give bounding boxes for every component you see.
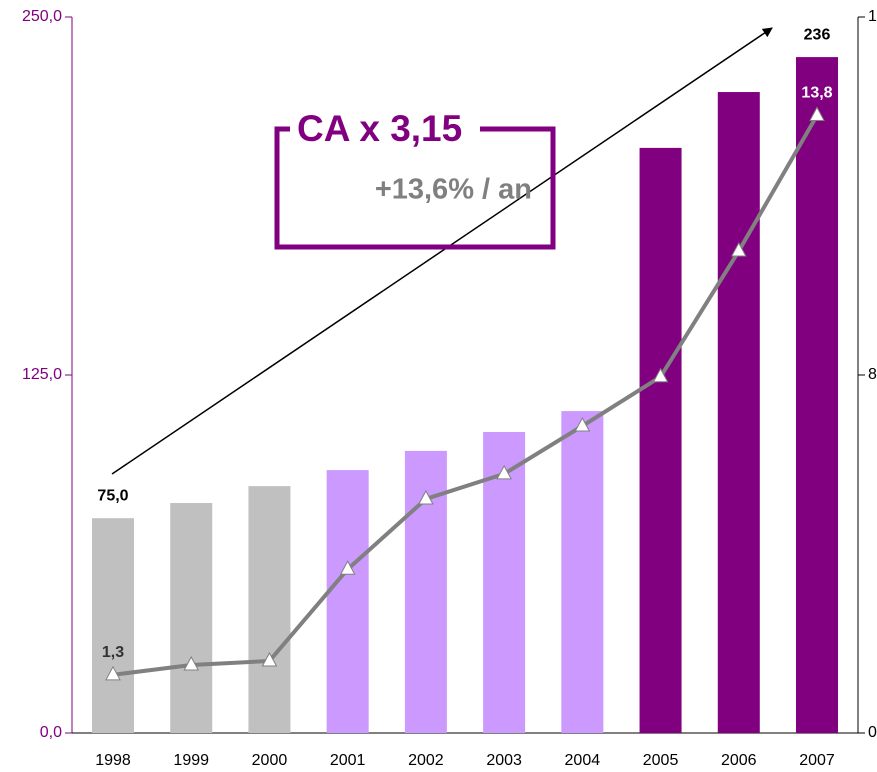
line-marker <box>496 464 512 480</box>
x-tick-label: 2002 <box>408 752 444 769</box>
line-value-label: 1,3 <box>102 644 124 661</box>
x-tick-label: 2000 <box>252 752 288 769</box>
trend-arrow <box>111 27 773 475</box>
y-tick-label: 125,0 <box>22 366 62 383</box>
line-marker <box>652 367 669 383</box>
y-tick-label: 0,0 <box>40 724 62 741</box>
bar <box>561 411 604 733</box>
y2-tick-label: 0 <box>868 724 877 741</box>
x-tick-label: 1999 <box>173 752 209 769</box>
bar-value-label: 75,0 <box>97 487 128 504</box>
bars: 0,0 125,0 250,0 0 8 1 1998 1999 2000 2001 2002 2003… <box>22 8 877 769</box>
x-tick-label: 2007 <box>799 752 835 769</box>
bar <box>170 503 213 733</box>
x-tick-label: 2001 <box>330 752 366 769</box>
bar <box>248 486 291 733</box>
y-tick-label: 250,0 <box>22 8 62 25</box>
line-marker <box>730 241 747 257</box>
bar <box>483 431 526 733</box>
bar-value-label: 236 <box>804 26 831 43</box>
line-layer: 1,3 13,8 <box>102 85 833 681</box>
annotation-subtitle: +13,6% / an <box>375 174 532 206</box>
line-value-label: 13,8 <box>801 85 832 102</box>
line-marker <box>574 416 591 432</box>
line-marker <box>105 665 121 681</box>
y2-tick-label: 8 <box>868 366 877 383</box>
x-tick-label: 2003 <box>486 752 522 769</box>
x-tick-label: 2006 <box>721 752 757 769</box>
bar <box>796 57 838 733</box>
x-tick-label: 1998 <box>95 752 131 769</box>
line-marker <box>183 655 200 671</box>
line-marker <box>809 106 825 121</box>
line <box>112 114 819 677</box>
bar <box>92 518 134 733</box>
bar <box>326 470 369 733</box>
line-marker <box>261 651 278 667</box>
bar <box>639 147 682 734</box>
annotation-box-gap <box>290 110 480 150</box>
x-tick-label: 2005 <box>643 752 679 769</box>
x-tick-label: 2004 <box>565 752 601 769</box>
bar <box>717 92 760 733</box>
line-marker <box>418 489 434 505</box>
annotation-title: CA x 3,15 <box>297 108 462 149</box>
line-marker <box>339 560 356 575</box>
y2-tick-label: 1 <box>868 8 877 25</box>
